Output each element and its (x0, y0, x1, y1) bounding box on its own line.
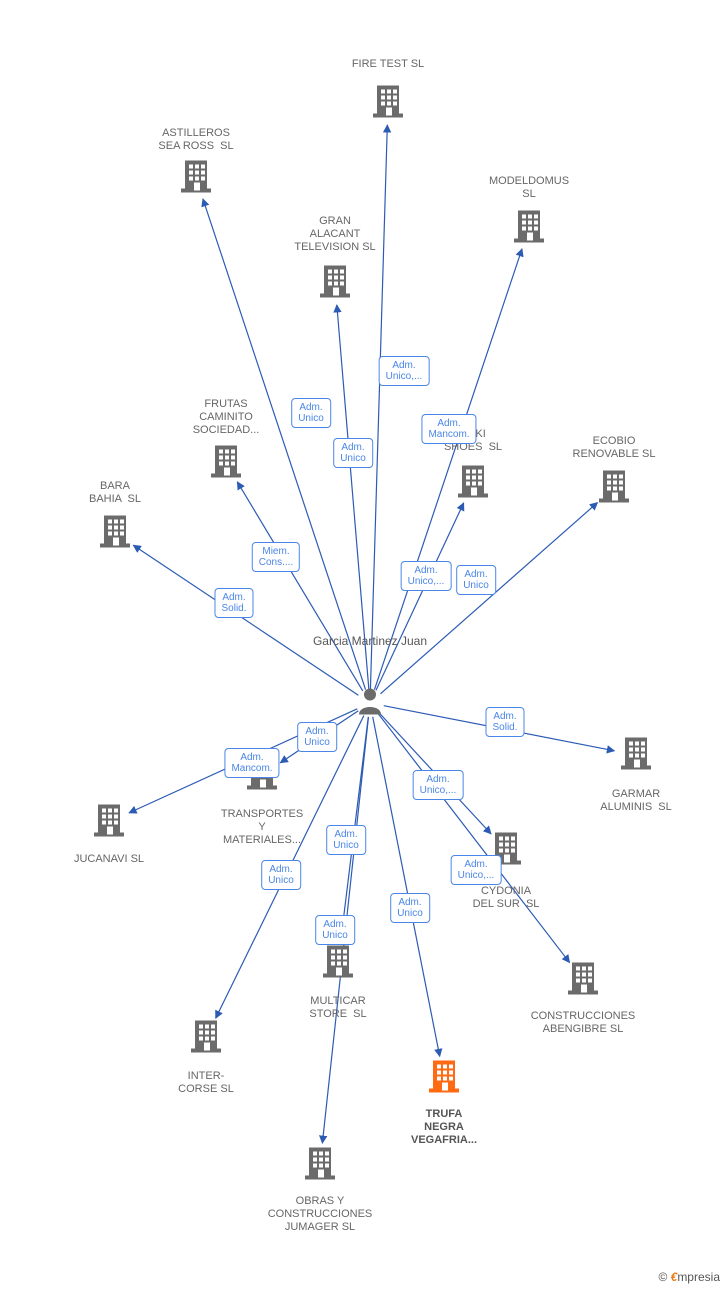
edge-line (381, 503, 598, 694)
edge-label[interactable]: Adm. Unico,... (413, 770, 464, 800)
company-label[interactable]: BARA BAHIA SL (89, 480, 141, 506)
building-icon[interactable] (211, 444, 241, 483)
person-label[interactable]: Garcia Martinez Juan (313, 634, 427, 648)
edge-line (237, 482, 362, 691)
company-label[interactable]: FRUTAS CAMINITO SOCIEDAD... (193, 398, 260, 437)
edge-label[interactable]: Adm. Unico,... (451, 855, 502, 885)
diagram-stage: FIRE TEST SL ASTILLEROS SEA ROSS SL MODELD… (0, 0, 728, 1290)
building-icon[interactable] (621, 736, 651, 775)
edge-label[interactable]: Adm. Solid. (485, 707, 524, 737)
edge-label[interactable]: Adm. Solid. (214, 588, 253, 618)
edge-label[interactable]: Adm. Unico (326, 825, 366, 855)
company-label[interactable]: GRAN ALACANT TELEVISION SL (294, 215, 375, 254)
edge-line (370, 125, 387, 689)
building-icon[interactable] (429, 1059, 459, 1098)
building-icon[interactable] (100, 514, 130, 553)
company-label[interactable]: CYDONIA DEL SUR SL (473, 885, 540, 911)
person-icon[interactable] (357, 687, 383, 720)
edge-line (133, 545, 358, 695)
brand-rest: mpresia (677, 1270, 720, 1284)
edge-label[interactable]: Adm. Unico,... (401, 561, 452, 591)
company-label[interactable]: INTER- CORSE SL (178, 1070, 234, 1096)
building-icon[interactable] (305, 1146, 335, 1185)
company-label[interactable]: MULTICAR STORE SL (309, 995, 366, 1021)
building-icon[interactable] (568, 961, 598, 1000)
edge-label[interactable]: Adm. Unico,... (379, 356, 430, 386)
edge-line (379, 714, 570, 962)
edge-label[interactable]: Adm. Unico (333, 438, 373, 468)
edge-label[interactable]: Adm. Mancom. (421, 414, 476, 444)
edge-label[interactable]: Adm. Unico (291, 398, 331, 428)
edge-label[interactable]: Adm. Unico (456, 565, 496, 595)
company-label[interactable]: MODELDOMUS SL (489, 175, 569, 201)
building-icon[interactable] (514, 209, 544, 248)
edge-label[interactable]: Adm. Unico (390, 893, 430, 923)
building-icon[interactable] (458, 464, 488, 503)
copyright-symbol: © (658, 1270, 667, 1284)
company-label[interactable]: JUCANAVI SL (74, 853, 144, 866)
company-label[interactable]: TRANSPORTES Y MATERIALES... (221, 808, 303, 847)
edge-line (337, 305, 369, 689)
edge-label[interactable]: Miem. Cons.... (252, 542, 300, 572)
edge-line (376, 503, 464, 690)
company-label[interactable]: CONSTRUCCIONES ABENGIBRE SL (531, 1010, 636, 1036)
company-label[interactable]: ECOBIO RENOVABLE SL (573, 435, 656, 461)
edge-label[interactable]: Adm. Mancom. (224, 748, 279, 778)
building-icon[interactable] (94, 803, 124, 842)
edge-label[interactable]: Adm. Unico (297, 722, 337, 752)
building-icon[interactable] (320, 264, 350, 303)
building-icon[interactable] (191, 1019, 221, 1058)
company-label[interactable]: ASTILLEROS SEA ROSS SL (158, 127, 233, 153)
company-label[interactable]: TRUFA NEGRA VEGAFRIA... (411, 1108, 477, 1147)
edge-line (374, 249, 522, 690)
building-icon[interactable] (181, 159, 211, 198)
edge-label[interactable]: Adm. Unico (315, 915, 355, 945)
building-icon[interactable] (373, 84, 403, 123)
building-icon[interactable] (599, 469, 629, 508)
building-icon[interactable] (323, 944, 353, 983)
edge-line (373, 717, 440, 1057)
company-label[interactable]: FIRE TEST SL (352, 58, 424, 71)
company-label[interactable]: GARMAR ALUMINIS SL (600, 788, 672, 814)
company-label[interactable]: OBRAS Y CONSTRUCCIONES JUMAGER SL (268, 1195, 373, 1234)
copyright: © €mpresia (658, 1270, 720, 1284)
edge-label[interactable]: Adm. Unico (261, 860, 301, 890)
